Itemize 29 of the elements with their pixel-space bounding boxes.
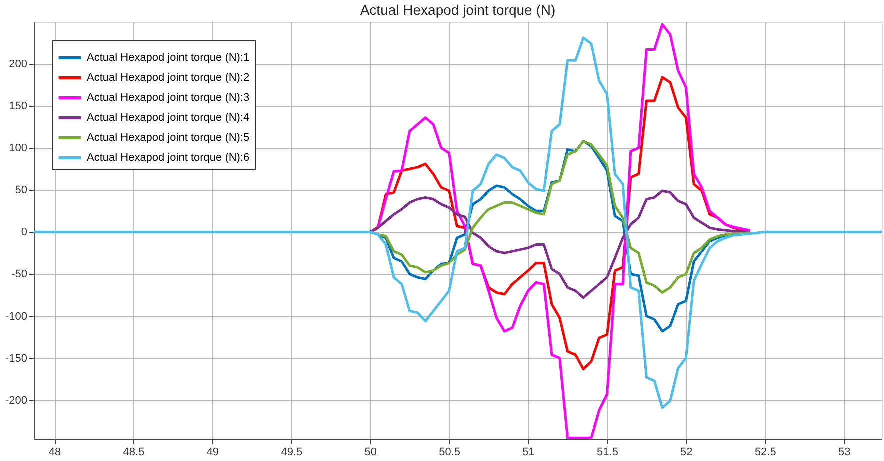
legend-label: Actual Hexapod joint torque (N):5 [87,132,250,144]
x-tick-label: 49 [206,446,220,458]
y-tick-label: 0 [21,226,28,239]
y-tick-label: -150 [5,352,28,365]
line-series [369,190,751,300]
x-tick-label: 53 [838,446,851,458]
x-tick-label: 51.5 [597,446,618,458]
y-tick-label: 50 [15,184,28,197]
y-tick-label: 100 [9,142,28,155]
y-tick-label: -200 [5,394,28,407]
x-tick-label: 52 [680,446,693,458]
y-tick-label: 150 [9,100,28,113]
x-tick-label: 49.5 [281,446,303,458]
legend-label: Actual Hexapod joint torque (N):2 [87,72,250,84]
x-tick-label: 52.5 [754,446,776,458]
legend-label: Actual Hexapod joint torque (N):3 [87,92,250,104]
legend-label: Actual Hexapod joint torque (N):4 [87,112,250,124]
x-tick-label: 48 [48,446,62,458]
x-tick-label: 51 [522,446,535,458]
x-tick-label: 50.5 [439,446,461,458]
y-tick-label: -50 [12,268,28,281]
line-series [34,36,882,410]
legend-label: Actual Hexapod joint torque (N):1 [87,52,250,64]
chart-title: Actual Hexapod joint torque (N) [360,2,556,18]
x-tick-label: 50 [364,446,377,458]
y-tick-label: -100 [5,310,28,323]
x-tick-label: 48.5 [123,446,145,458]
legend-label: Actual Hexapod joint torque (N):6 [87,152,250,164]
y-tick-label: 200 [9,58,28,71]
